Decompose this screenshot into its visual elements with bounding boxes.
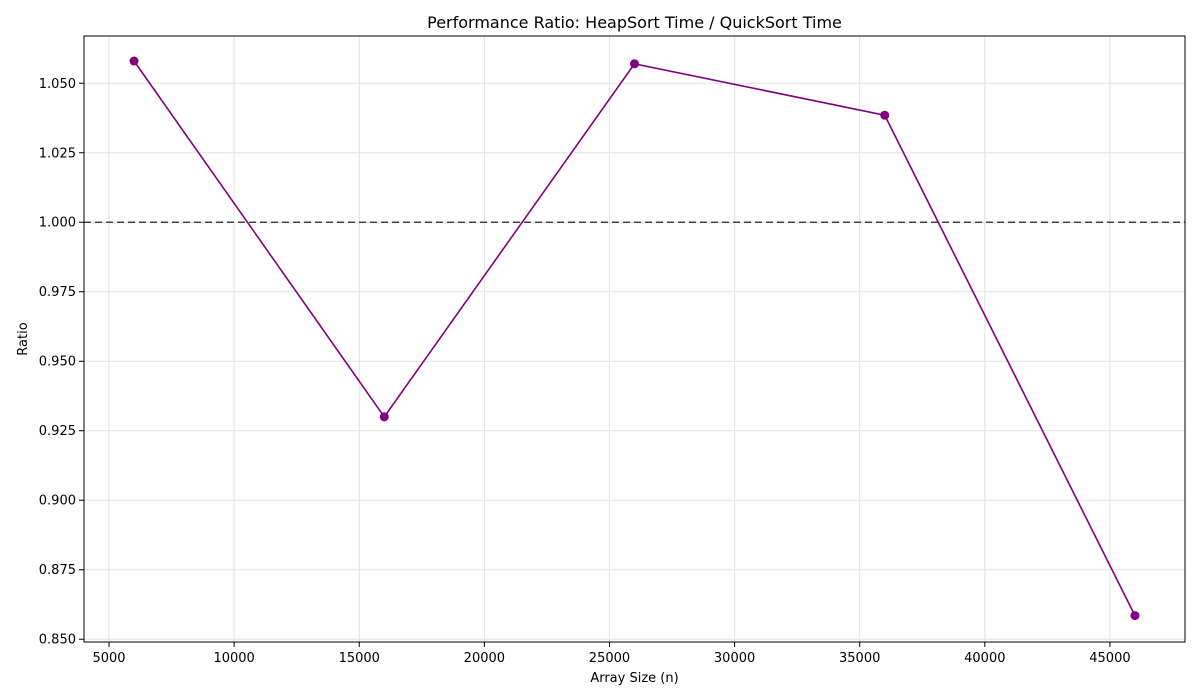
x-tick-label: 20000 (464, 651, 505, 666)
y-tick-label: 1.000 (39, 216, 76, 231)
data-point (1130, 611, 1140, 621)
x-tick-label: 10000 (213, 651, 254, 666)
x-tick-label: 5000 (92, 651, 125, 666)
grid-lines (84, 36, 1185, 642)
y-axis-title: Ratio (16, 322, 31, 355)
y-tick-label: 0.900 (39, 494, 76, 509)
series-group (129, 56, 1140, 621)
x-axis-title: Array Size (n) (590, 671, 678, 686)
y-tick-label: 0.850 (39, 633, 76, 648)
x-tick-label: 30000 (714, 651, 755, 666)
y-axis-ticks: 0.850 0.875 0.900 0.925 0.950 0.975 1.000 1.025… (39, 77, 84, 648)
data-point (630, 59, 639, 69)
plot-area-frame (83, 35, 1186, 643)
y-tick-label: 1.025 (39, 146, 76, 161)
x-tick-label: 15000 (339, 651, 380, 666)
data-point (880, 110, 890, 120)
chart-title: Performance Ratio: HeapSort Time / Quick… (427, 13, 842, 32)
x-tick-label: 45000 (1089, 651, 1130, 666)
y-tick-label: 1.050 (39, 77, 76, 92)
x-tick-label: 25000 (589, 651, 630, 666)
x-tick-label: 35000 (839, 651, 880, 666)
x-tick-label: 40000 (964, 651, 1005, 666)
y-tick-label: 0.875 (39, 563, 76, 578)
y-tick-label: 0.950 (39, 355, 76, 370)
x-axis-ticks: 5000 10000 15000 20000 25000 30000 35000 40000 4… (92, 642, 1131, 666)
y-tick-label: 0.975 (39, 285, 76, 300)
y-tick-label: 0.925 (39, 424, 76, 439)
data-point (129, 56, 139, 66)
data-point (379, 412, 389, 422)
